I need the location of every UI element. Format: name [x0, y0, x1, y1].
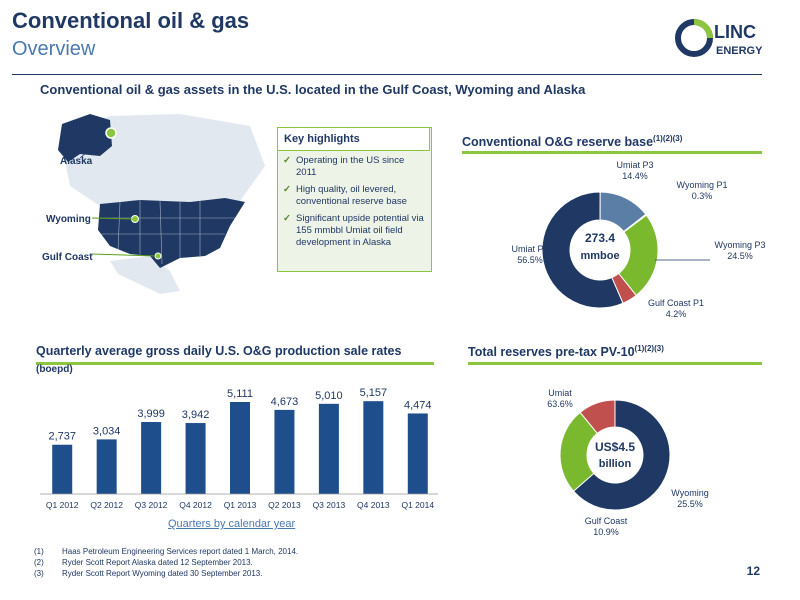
- label-gulf-coast-p1: Gulf Coast P1 4.2%: [647, 298, 705, 319]
- bar-data-label: 3,034: [93, 425, 121, 437]
- svg-text:ENERGY: ENERGY: [716, 45, 763, 57]
- bar: [274, 409, 295, 494]
- us-map: [40, 106, 272, 296]
- x-tick-label: Q2 2012: [90, 500, 123, 510]
- check-icon: ✓: [283, 155, 291, 166]
- x-tick-label: Q2 2013: [268, 500, 301, 510]
- linc-energy-logo: LINC ENERGY: [674, 12, 774, 64]
- label-wyoming-p1: Wyoming P1 0.3%: [676, 180, 728, 201]
- donut-slice: [579, 399, 616, 435]
- bar-data-label: 4,474: [404, 399, 432, 411]
- pv10-donut: US$4.5 billion: [559, 399, 671, 511]
- key-highlight-item: ✓ Operating in the US since 2011: [283, 155, 405, 178]
- svg-text:LINC: LINC: [714, 22, 756, 42]
- label-umiat: Umiat 63.6%: [547, 388, 573, 409]
- page-subtitle: Overview: [12, 38, 96, 60]
- bar: [318, 403, 339, 494]
- map-label-alaska: Alaska: [60, 156, 93, 167]
- reserve-base-title: Conventional O&G reserve base(1)(2)(3): [462, 134, 683, 150]
- leader-line: [655, 259, 710, 261]
- bar-data-label: 4,673: [271, 396, 299, 408]
- wyoming-marker: [131, 215, 139, 223]
- footnotes: (1) Haas Petroleum Engineering Services r…: [34, 546, 298, 579]
- bar-data-label: 5,111: [227, 388, 253, 400]
- page-number: 12: [746, 564, 760, 578]
- pv10-underline: [468, 362, 762, 365]
- production-title: Quarterly average gross daily U.S. O&G p…: [36, 344, 402, 358]
- key-highlights-title: Key highlights: [284, 133, 360, 145]
- production-underline: [36, 362, 434, 365]
- headline: Conventional oil & gas assets in the U.S…: [40, 82, 586, 97]
- key-highlights-box: [277, 127, 432, 272]
- reserve-base-center-value: 273.4: [585, 231, 615, 245]
- reserve-base-donut: 273.4 mmboe: [541, 191, 659, 309]
- page-title: Conventional oil & gas: [12, 8, 250, 33]
- alaska-marker: [105, 127, 117, 139]
- footnote: (1) Haas Petroleum Engineering Services r…: [34, 547, 299, 556]
- label-umiat-p3: Umiat P3 14.4%: [616, 160, 654, 181]
- donut-slice: [572, 399, 671, 511]
- header-divider: [12, 74, 762, 75]
- bar-data-label: 5,010: [315, 390, 343, 402]
- bar-data-label: 3,942: [182, 409, 210, 421]
- bar: [230, 402, 250, 494]
- pv10-center-value: US$4.5: [595, 440, 635, 454]
- x-tick-label: Q4 2013: [357, 500, 390, 510]
- key-highlight-item: ✓ Significant upside potential via 155 mm…: [283, 213, 424, 248]
- pv10-center-unit: billion: [599, 458, 632, 470]
- bar: [363, 401, 384, 494]
- production-unit: (boepd): [36, 364, 73, 375]
- check-icon: ✓: [283, 213, 291, 224]
- label-gulf-coast: Gulf Coast 10.9%: [584, 516, 628, 537]
- bar: [407, 413, 428, 494]
- x-tick-label: Q1 2013: [224, 500, 257, 510]
- key-highlight-item: ✓ High quality, oil levered, conventional…: [283, 184, 407, 207]
- x-tick-label: Q3 2013: [313, 500, 346, 510]
- bar-data-label: 3,999: [137, 408, 165, 420]
- bar-data-label: 2,737: [48, 431, 76, 443]
- gulf-coast-marker: [154, 252, 162, 260]
- x-tick-label: Q1 2012: [46, 500, 79, 510]
- bar: [141, 422, 162, 494]
- donut-slice: [611, 272, 637, 304]
- reserve-base-underline: [462, 151, 762, 154]
- x-tick-label: Q3 2012: [135, 500, 168, 510]
- x-tick-label: Q1 2014: [401, 500, 434, 510]
- label-wyoming-p3: Wyoming P3 24.5%: [714, 240, 766, 261]
- map-label-gulf-coast: Gulf Coast: [42, 252, 93, 263]
- bar-data-label: 5,157: [360, 387, 388, 399]
- production-xaxis-title: Quarters by calendar year: [168, 518, 296, 530]
- label-umiat-p2: Umiat P2 56.5%: [511, 244, 549, 265]
- footnote: (2) Ryder Scott Report Alaska dated 12 Se…: [34, 558, 253, 567]
- label-wyoming: Wyoming 25.5%: [671, 488, 709, 509]
- key-highlights-list: ✓ Operating in the US since 2011 ✓ High qu…: [283, 155, 425, 254]
- map-label-wyoming: Wyoming: [46, 214, 91, 225]
- footnote: (3) Ryder Scott Report Wyoming dated 30 S…: [34, 569, 263, 578]
- bar: [185, 423, 206, 494]
- bar: [96, 439, 117, 494]
- bar: [52, 444, 73, 494]
- check-icon: ✓: [283, 184, 291, 195]
- production-bar-chart: 2,737 Q1 2012 3,034 Q2 2012 3,999 Q3 2012 3,94…: [40, 387, 438, 510]
- reserve-base-center-unit: mmboe: [580, 250, 619, 262]
- key-highlights-header: Key highlights: [277, 127, 430, 151]
- donut-slice: [541, 191, 624, 309]
- x-tick-label: Q4 2012: [179, 500, 212, 510]
- pv10-title: Total reserves pre-tax PV-10(1)(2)(3): [468, 344, 664, 360]
